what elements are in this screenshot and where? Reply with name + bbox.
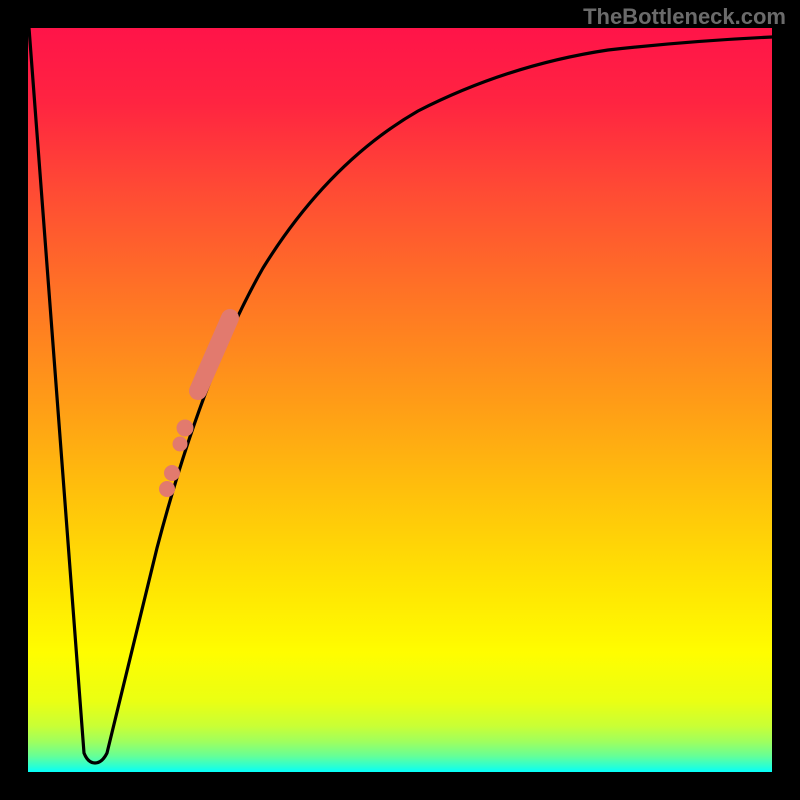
plot-background <box>28 28 772 772</box>
highlight-dot <box>159 481 175 497</box>
highlight-dot <box>173 437 188 452</box>
highlight-dot <box>164 465 180 481</box>
chart-frame: TheBottleneck.com <box>0 0 800 800</box>
chart-svg <box>0 0 800 800</box>
highlight-dot <box>177 420 194 437</box>
watermark-text: TheBottleneck.com <box>583 4 786 30</box>
